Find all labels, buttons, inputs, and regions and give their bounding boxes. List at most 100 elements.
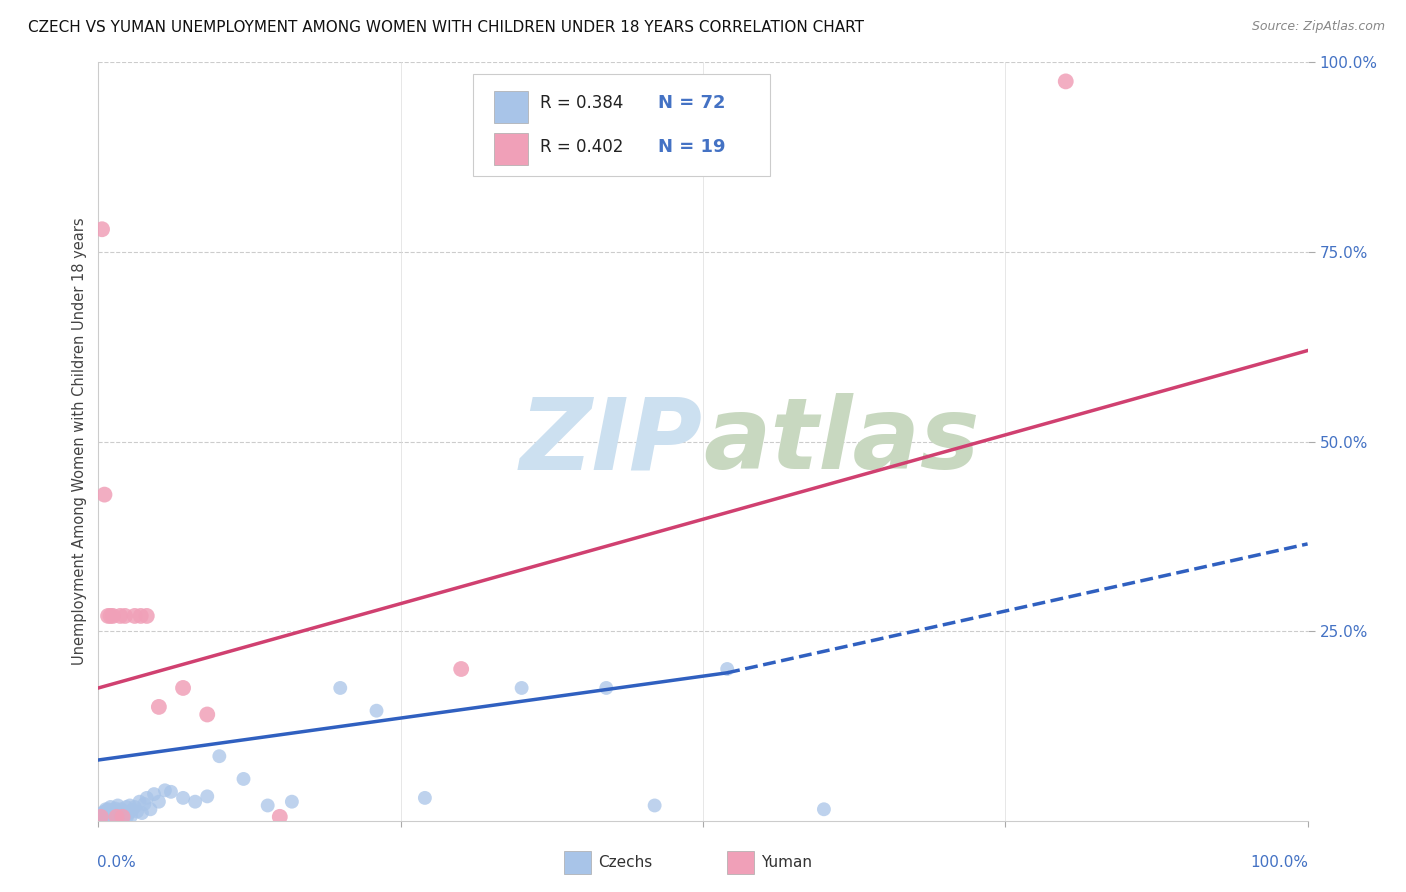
Point	[93, 805, 115, 819]
Point	[98, 809, 121, 823]
Point	[96, 810, 118, 824]
Point	[111, 810, 134, 824]
Point	[94, 809, 117, 823]
Point	[450, 662, 472, 676]
Point	[1054, 74, 1077, 88]
Point	[118, 806, 141, 821]
Point	[114, 608, 136, 623]
Point	[232, 772, 254, 786]
FancyBboxPatch shape	[494, 91, 527, 123]
Point	[107, 798, 129, 813]
Point	[120, 809, 142, 823]
Point	[100, 811, 122, 825]
Text: N = 19: N = 19	[658, 137, 725, 156]
Text: R = 0.384: R = 0.384	[540, 95, 623, 112]
Point	[644, 798, 666, 813]
Point	[100, 805, 122, 819]
Point	[100, 800, 122, 814]
Point	[256, 798, 278, 813]
Point	[90, 810, 112, 824]
FancyBboxPatch shape	[564, 851, 591, 874]
Point	[117, 809, 139, 823]
Point	[139, 802, 162, 816]
Point	[103, 810, 125, 824]
Point	[124, 800, 146, 814]
Point	[103, 806, 125, 821]
Point	[172, 791, 194, 805]
Point	[195, 707, 218, 722]
Point	[91, 222, 114, 236]
Point	[184, 795, 207, 809]
Point	[329, 681, 352, 695]
Point	[111, 810, 134, 824]
Point	[160, 785, 183, 799]
Text: 100.0%: 100.0%	[1251, 855, 1309, 870]
Point	[281, 795, 304, 809]
Point	[100, 608, 122, 623]
FancyBboxPatch shape	[727, 851, 754, 874]
Point	[91, 808, 114, 822]
Point	[104, 809, 127, 823]
Point	[100, 810, 122, 824]
Point	[94, 802, 117, 816]
Point	[110, 802, 132, 816]
Point	[101, 803, 124, 817]
Point	[105, 811, 128, 825]
Point	[91, 806, 114, 821]
Point	[91, 807, 114, 822]
Point	[115, 800, 138, 814]
Point	[121, 803, 143, 817]
Text: R = 0.402: R = 0.402	[540, 137, 623, 156]
Point	[135, 791, 157, 805]
Point	[208, 749, 231, 764]
Point	[269, 810, 291, 824]
Point	[97, 608, 120, 623]
Point	[112, 807, 135, 822]
Text: Czechs: Czechs	[598, 855, 652, 870]
Point	[104, 801, 127, 815]
Point	[195, 789, 218, 804]
Point	[118, 798, 141, 813]
Point	[127, 805, 149, 819]
Point	[153, 783, 176, 797]
Y-axis label: Unemployment Among Women with Children Under 18 years: Unemployment Among Women with Children U…	[72, 218, 87, 665]
Point	[114, 805, 136, 819]
Point	[97, 806, 120, 821]
Point	[96, 807, 118, 822]
Text: Yuman: Yuman	[761, 855, 813, 870]
Point	[93, 811, 115, 825]
Point	[124, 608, 146, 623]
Point	[131, 806, 153, 821]
Point	[172, 681, 194, 695]
Point	[93, 810, 115, 824]
Text: atlas: atlas	[703, 393, 980, 490]
Point	[91, 811, 114, 825]
Point	[90, 810, 112, 824]
Point	[97, 802, 120, 816]
Point	[813, 802, 835, 816]
Text: 0.0%: 0.0%	[97, 855, 136, 870]
Point	[148, 699, 170, 714]
Point	[128, 795, 150, 809]
Point	[129, 608, 152, 623]
Text: ZIP: ZIP	[520, 393, 703, 490]
Point	[108, 809, 131, 823]
Point	[107, 807, 129, 822]
Point	[366, 704, 388, 718]
Point	[108, 608, 131, 623]
Point	[100, 807, 122, 822]
Point	[148, 795, 170, 809]
Point	[96, 804, 118, 818]
Point	[134, 797, 156, 811]
Point	[94, 806, 117, 821]
FancyBboxPatch shape	[474, 74, 769, 177]
Point	[143, 787, 166, 801]
Point	[97, 811, 120, 825]
FancyBboxPatch shape	[494, 133, 527, 165]
Point	[98, 805, 121, 819]
Point	[101, 608, 124, 623]
Point	[93, 487, 115, 501]
Point	[510, 681, 533, 695]
Text: CZECH VS YUMAN UNEMPLOYMENT AMONG WOMEN WITH CHILDREN UNDER 18 YEARS CORRELATION: CZECH VS YUMAN UNEMPLOYMENT AMONG WOMEN …	[28, 20, 865, 35]
Text: Source: ZipAtlas.com: Source: ZipAtlas.com	[1251, 20, 1385, 33]
